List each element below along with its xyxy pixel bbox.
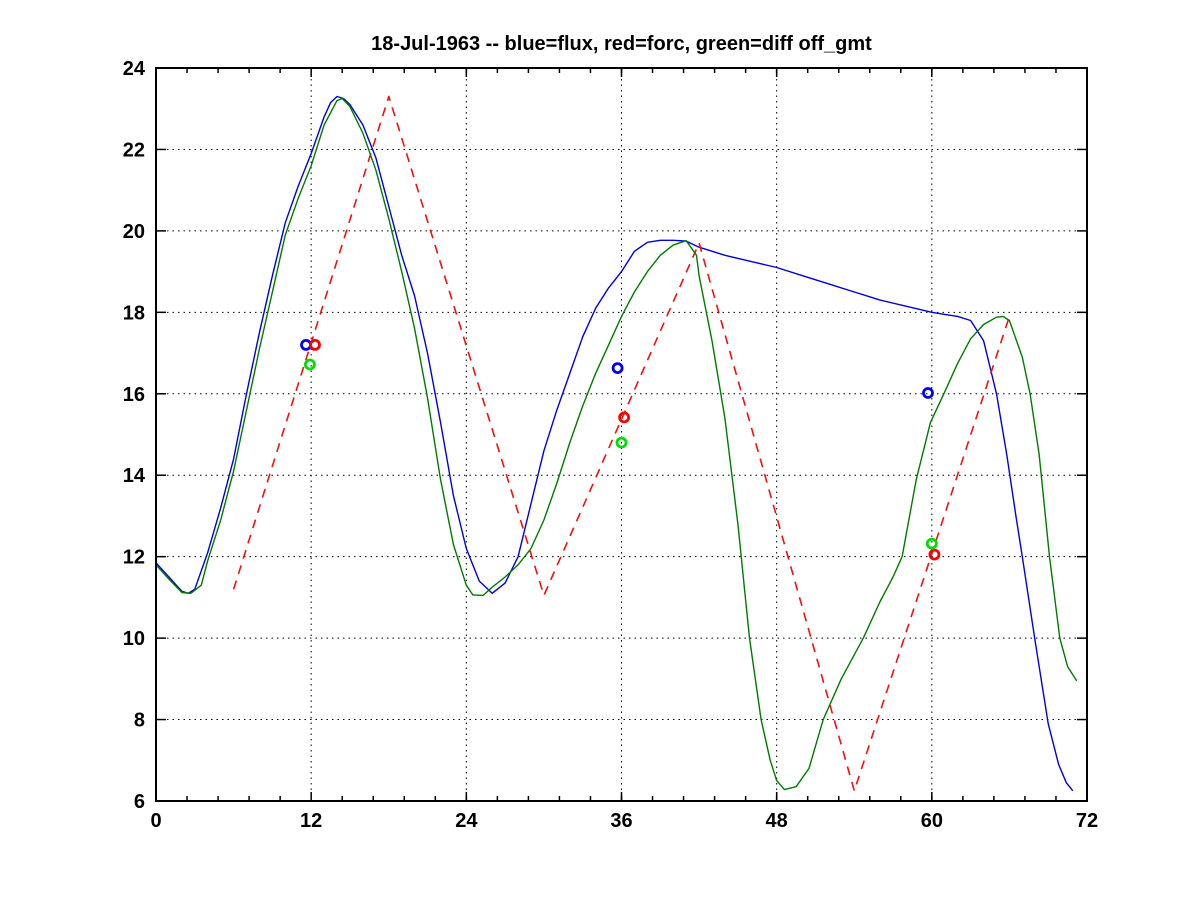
x-tick-label: 48	[766, 810, 788, 832]
y-tick-label: 10	[123, 628, 145, 650]
x-tick-label: 72	[1076, 810, 1098, 832]
x-tick-label: 12	[300, 810, 322, 832]
diff-obs-marker	[615, 436, 628, 449]
y-tick-label: 6	[134, 791, 145, 813]
y-tick-label: 22	[123, 139, 145, 161]
x-tick-label: 36	[610, 810, 632, 832]
axis-ticks	[156, 68, 1087, 801]
y-tick-label: 18	[123, 302, 145, 324]
x-tick-label: 0	[150, 810, 161, 832]
x-tick-label: 60	[921, 810, 943, 832]
y-tick-label: 8	[134, 710, 145, 732]
flux-obs-marker	[922, 387, 934, 399]
markers-diff-obs	[303, 358, 938, 550]
series-diff-line	[155, 97, 1078, 791]
series-flux-line	[155, 95, 1074, 792]
y-tick-label: 12	[123, 547, 145, 569]
x-tick-label: 24	[455, 810, 478, 832]
x-tick-labels: 0 12 24 36 48 60 72	[150, 810, 1098, 832]
diff-curve	[155, 97, 1078, 791]
y-tick-label: 24	[123, 58, 146, 80]
diff-obs-marker	[303, 358, 316, 371]
y-tick-labels: 6 8 10 12 14 16 18 20 22 24	[123, 58, 146, 813]
chart-title: 18-Jul-1963 -- blue=flux, red=forc, gree…	[371, 33, 872, 55]
forc-obs-marker	[309, 338, 321, 351]
y-tick-label: 20	[123, 221, 145, 243]
diff-obs-marker	[925, 537, 938, 550]
axis-frame	[155, 67, 1088, 802]
markers-flux-obs	[300, 338, 934, 399]
flux-obs-marker	[611, 362, 624, 375]
forc-obs-marker	[618, 411, 630, 424]
grid-lines	[156, 68, 1087, 801]
axis-box	[155, 67, 1088, 802]
forc-obs-marker	[928, 548, 941, 561]
y-tick-label: 14	[123, 465, 146, 487]
y-tick-label: 16	[123, 384, 145, 406]
markers-forc-obs	[309, 338, 941, 561]
flux-curve	[155, 95, 1074, 792]
